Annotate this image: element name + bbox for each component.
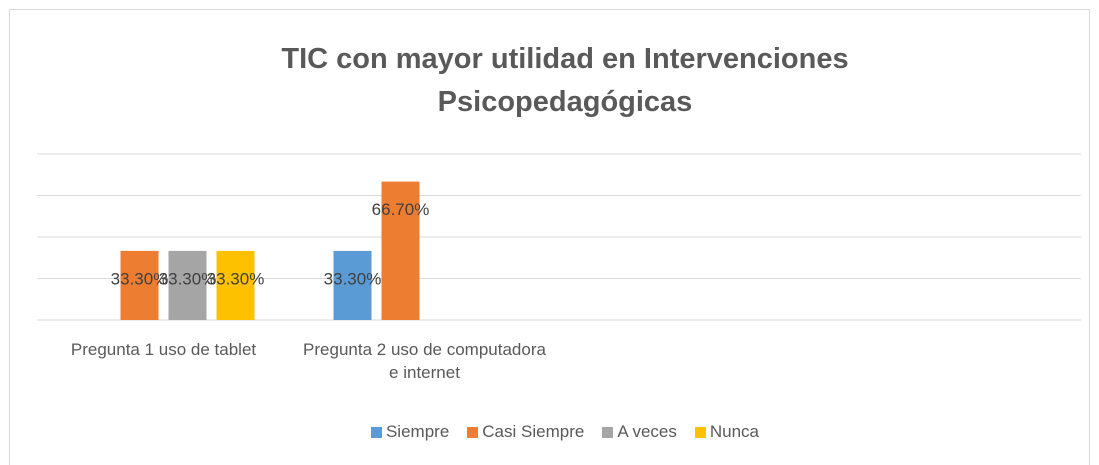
data-label: 33.30% <box>324 269 382 288</box>
bar <box>381 181 420 320</box>
data-label: 66.70% <box>372 200 430 219</box>
legend-item: Siempre <box>370 422 450 442</box>
legend-swatch <box>467 426 479 438</box>
x-tick-label: Pregunta 1 uso de tablet <box>70 340 257 359</box>
legend-item: Nunca <box>694 422 760 442</box>
data-label: 33.30% <box>159 269 217 288</box>
data-label: 33.30% <box>207 269 265 288</box>
chart-title: TIC con mayor utilidad en Intervenciones… <box>281 43 849 118</box>
legend-label: Casi Siempre <box>482 422 585 441</box>
x-tick-label: Pregunta 2 uso de computadora e internet <box>303 340 546 382</box>
legend-item: A veces <box>602 422 677 442</box>
legend-label: Siempre <box>385 422 450 441</box>
legend-item: Casi Siempre <box>467 422 584 442</box>
bar <box>120 250 159 320</box>
legend-label: A veces <box>617 422 677 441</box>
chart-frame <box>9 9 1090 465</box>
data-label: 33.30% <box>111 269 169 288</box>
bar <box>216 250 255 320</box>
bar <box>168 250 207 320</box>
bar <box>333 250 372 320</box>
legend-swatch <box>602 426 614 438</box>
legend-swatch <box>370 426 382 438</box>
legend: Siempre Casi Siempre A veces Nunca <box>0 422 1099 442</box>
legend-swatch <box>694 426 706 438</box>
legend-label: Nunca <box>709 422 760 441</box>
